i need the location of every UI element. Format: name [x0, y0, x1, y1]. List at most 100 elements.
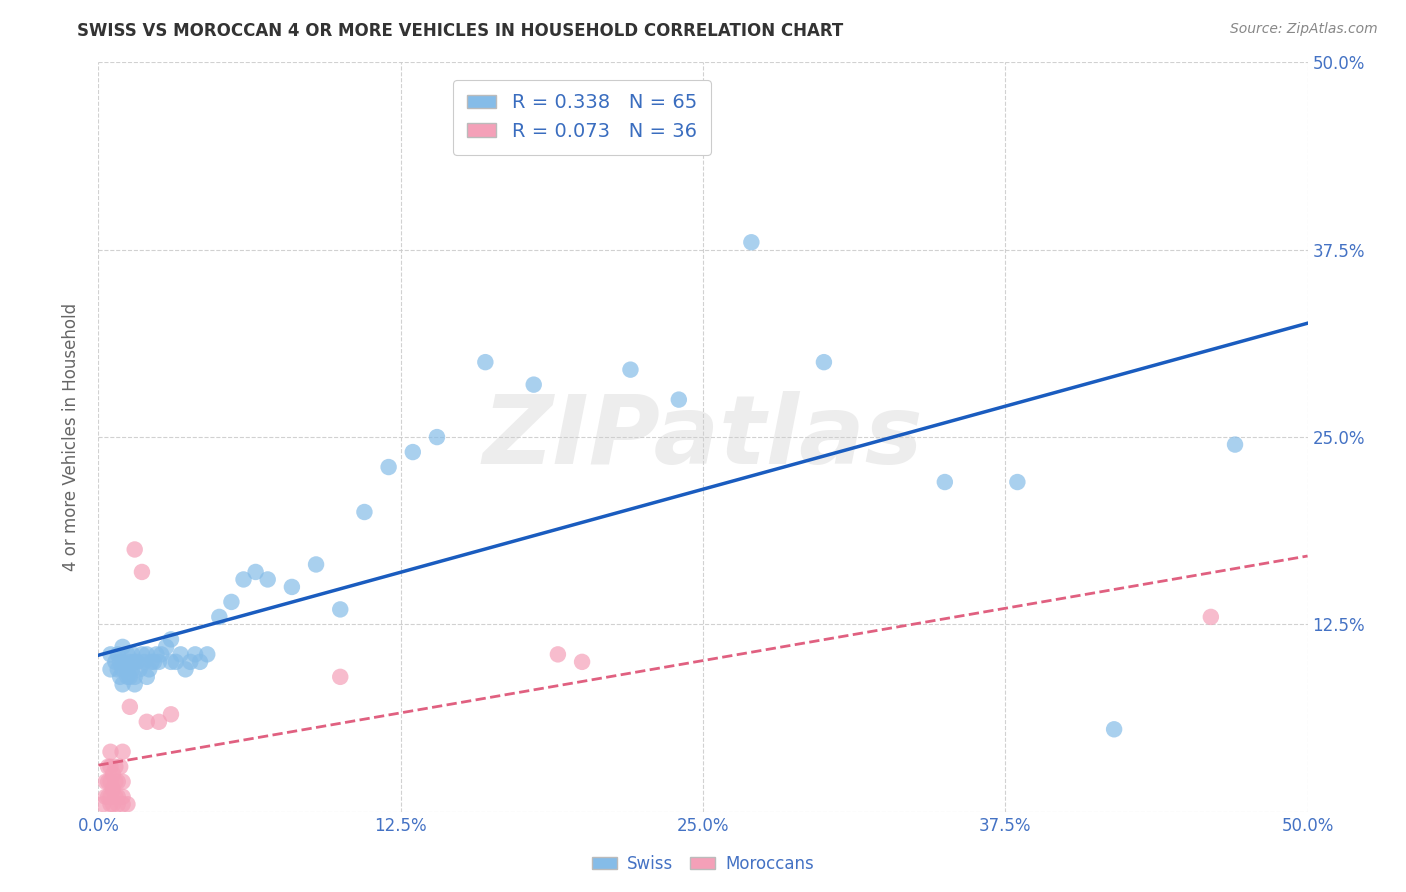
Point — [426, 430, 449, 444]
Point — [740, 235, 762, 250]
Point — [121, 662, 143, 676]
Point — [104, 655, 127, 669]
Point — [571, 655, 593, 669]
Point — [100, 662, 122, 676]
Point — [305, 558, 328, 572]
Point — [1223, 437, 1246, 451]
Point — [107, 774, 129, 789]
Point — [107, 789, 129, 804]
Point — [148, 714, 170, 729]
Point — [101, 782, 124, 797]
Point — [179, 655, 201, 669]
Point — [329, 602, 352, 616]
Point — [1102, 723, 1125, 737]
Point — [145, 648, 167, 662]
Point — [148, 655, 170, 669]
Point — [107, 648, 129, 662]
Point — [353, 505, 375, 519]
Point — [117, 648, 139, 662]
Point — [124, 677, 146, 691]
Point — [108, 655, 131, 669]
Point — [131, 648, 153, 662]
Point — [117, 797, 139, 812]
Point — [134, 655, 156, 669]
Text: ZIPatlas: ZIPatlas — [482, 391, 924, 483]
Point — [668, 392, 690, 407]
Point — [111, 662, 134, 676]
Point — [118, 655, 141, 669]
Point — [128, 662, 150, 676]
Point — [97, 789, 120, 804]
Point — [188, 655, 211, 669]
Point — [135, 648, 157, 662]
Text: Source: ZipAtlas.com: Source: ZipAtlas.com — [1230, 22, 1378, 37]
Point — [474, 355, 496, 369]
Point — [174, 662, 197, 676]
Point — [245, 565, 267, 579]
Point — [141, 655, 163, 669]
Point — [107, 797, 129, 812]
Point — [100, 797, 122, 812]
Point — [111, 677, 134, 691]
Point — [155, 640, 177, 654]
Point — [124, 542, 146, 557]
Point — [100, 760, 122, 774]
Point — [143, 655, 166, 669]
Point — [160, 707, 183, 722]
Point — [523, 377, 546, 392]
Point — [117, 670, 139, 684]
Point — [135, 670, 157, 684]
Point — [101, 797, 124, 812]
Legend: Swiss, Moroccans: Swiss, Moroccans — [585, 848, 821, 880]
Legend: R = 0.338   N = 65, R = 0.073   N = 36: R = 0.338 N = 65, R = 0.073 N = 36 — [454, 79, 710, 154]
Point — [100, 789, 122, 804]
Point — [100, 745, 122, 759]
Point — [184, 648, 207, 662]
Point — [160, 632, 183, 647]
Point — [111, 789, 134, 804]
Point — [104, 789, 127, 804]
Point — [160, 655, 183, 669]
Point — [377, 460, 399, 475]
Point — [111, 640, 134, 654]
Point — [118, 699, 141, 714]
Point — [108, 670, 131, 684]
Point — [94, 789, 117, 804]
Text: SWISS VS MOROCCAN 4 OR MORE VEHICLES IN HOUSEHOLD CORRELATION CHART: SWISS VS MOROCCAN 4 OR MORE VEHICLES IN … — [77, 22, 844, 40]
Point — [104, 774, 127, 789]
Point — [101, 767, 124, 781]
Point — [107, 662, 129, 676]
Point — [165, 655, 187, 669]
Y-axis label: 4 or more Vehicles in Household: 4 or more Vehicles in Household — [62, 303, 80, 571]
Point — [100, 648, 122, 662]
Point — [232, 573, 254, 587]
Point — [221, 595, 243, 609]
Point — [91, 797, 114, 812]
Point — [150, 648, 173, 662]
Point — [934, 475, 956, 489]
Point — [1199, 610, 1222, 624]
Point — [138, 662, 160, 676]
Point — [111, 797, 134, 812]
Point — [104, 760, 127, 774]
Point — [127, 655, 149, 669]
Point — [121, 648, 143, 662]
Point — [256, 573, 278, 587]
Point — [117, 662, 139, 676]
Point — [135, 714, 157, 729]
Point — [813, 355, 835, 369]
Point — [108, 760, 131, 774]
Point — [1007, 475, 1029, 489]
Point — [131, 565, 153, 579]
Point — [94, 774, 117, 789]
Point — [402, 445, 425, 459]
Point — [169, 648, 191, 662]
Point — [97, 774, 120, 789]
Point — [100, 774, 122, 789]
Point — [619, 362, 641, 376]
Point — [111, 655, 134, 669]
Point — [118, 670, 141, 684]
Point — [97, 760, 120, 774]
Point — [195, 648, 218, 662]
Point — [111, 745, 134, 759]
